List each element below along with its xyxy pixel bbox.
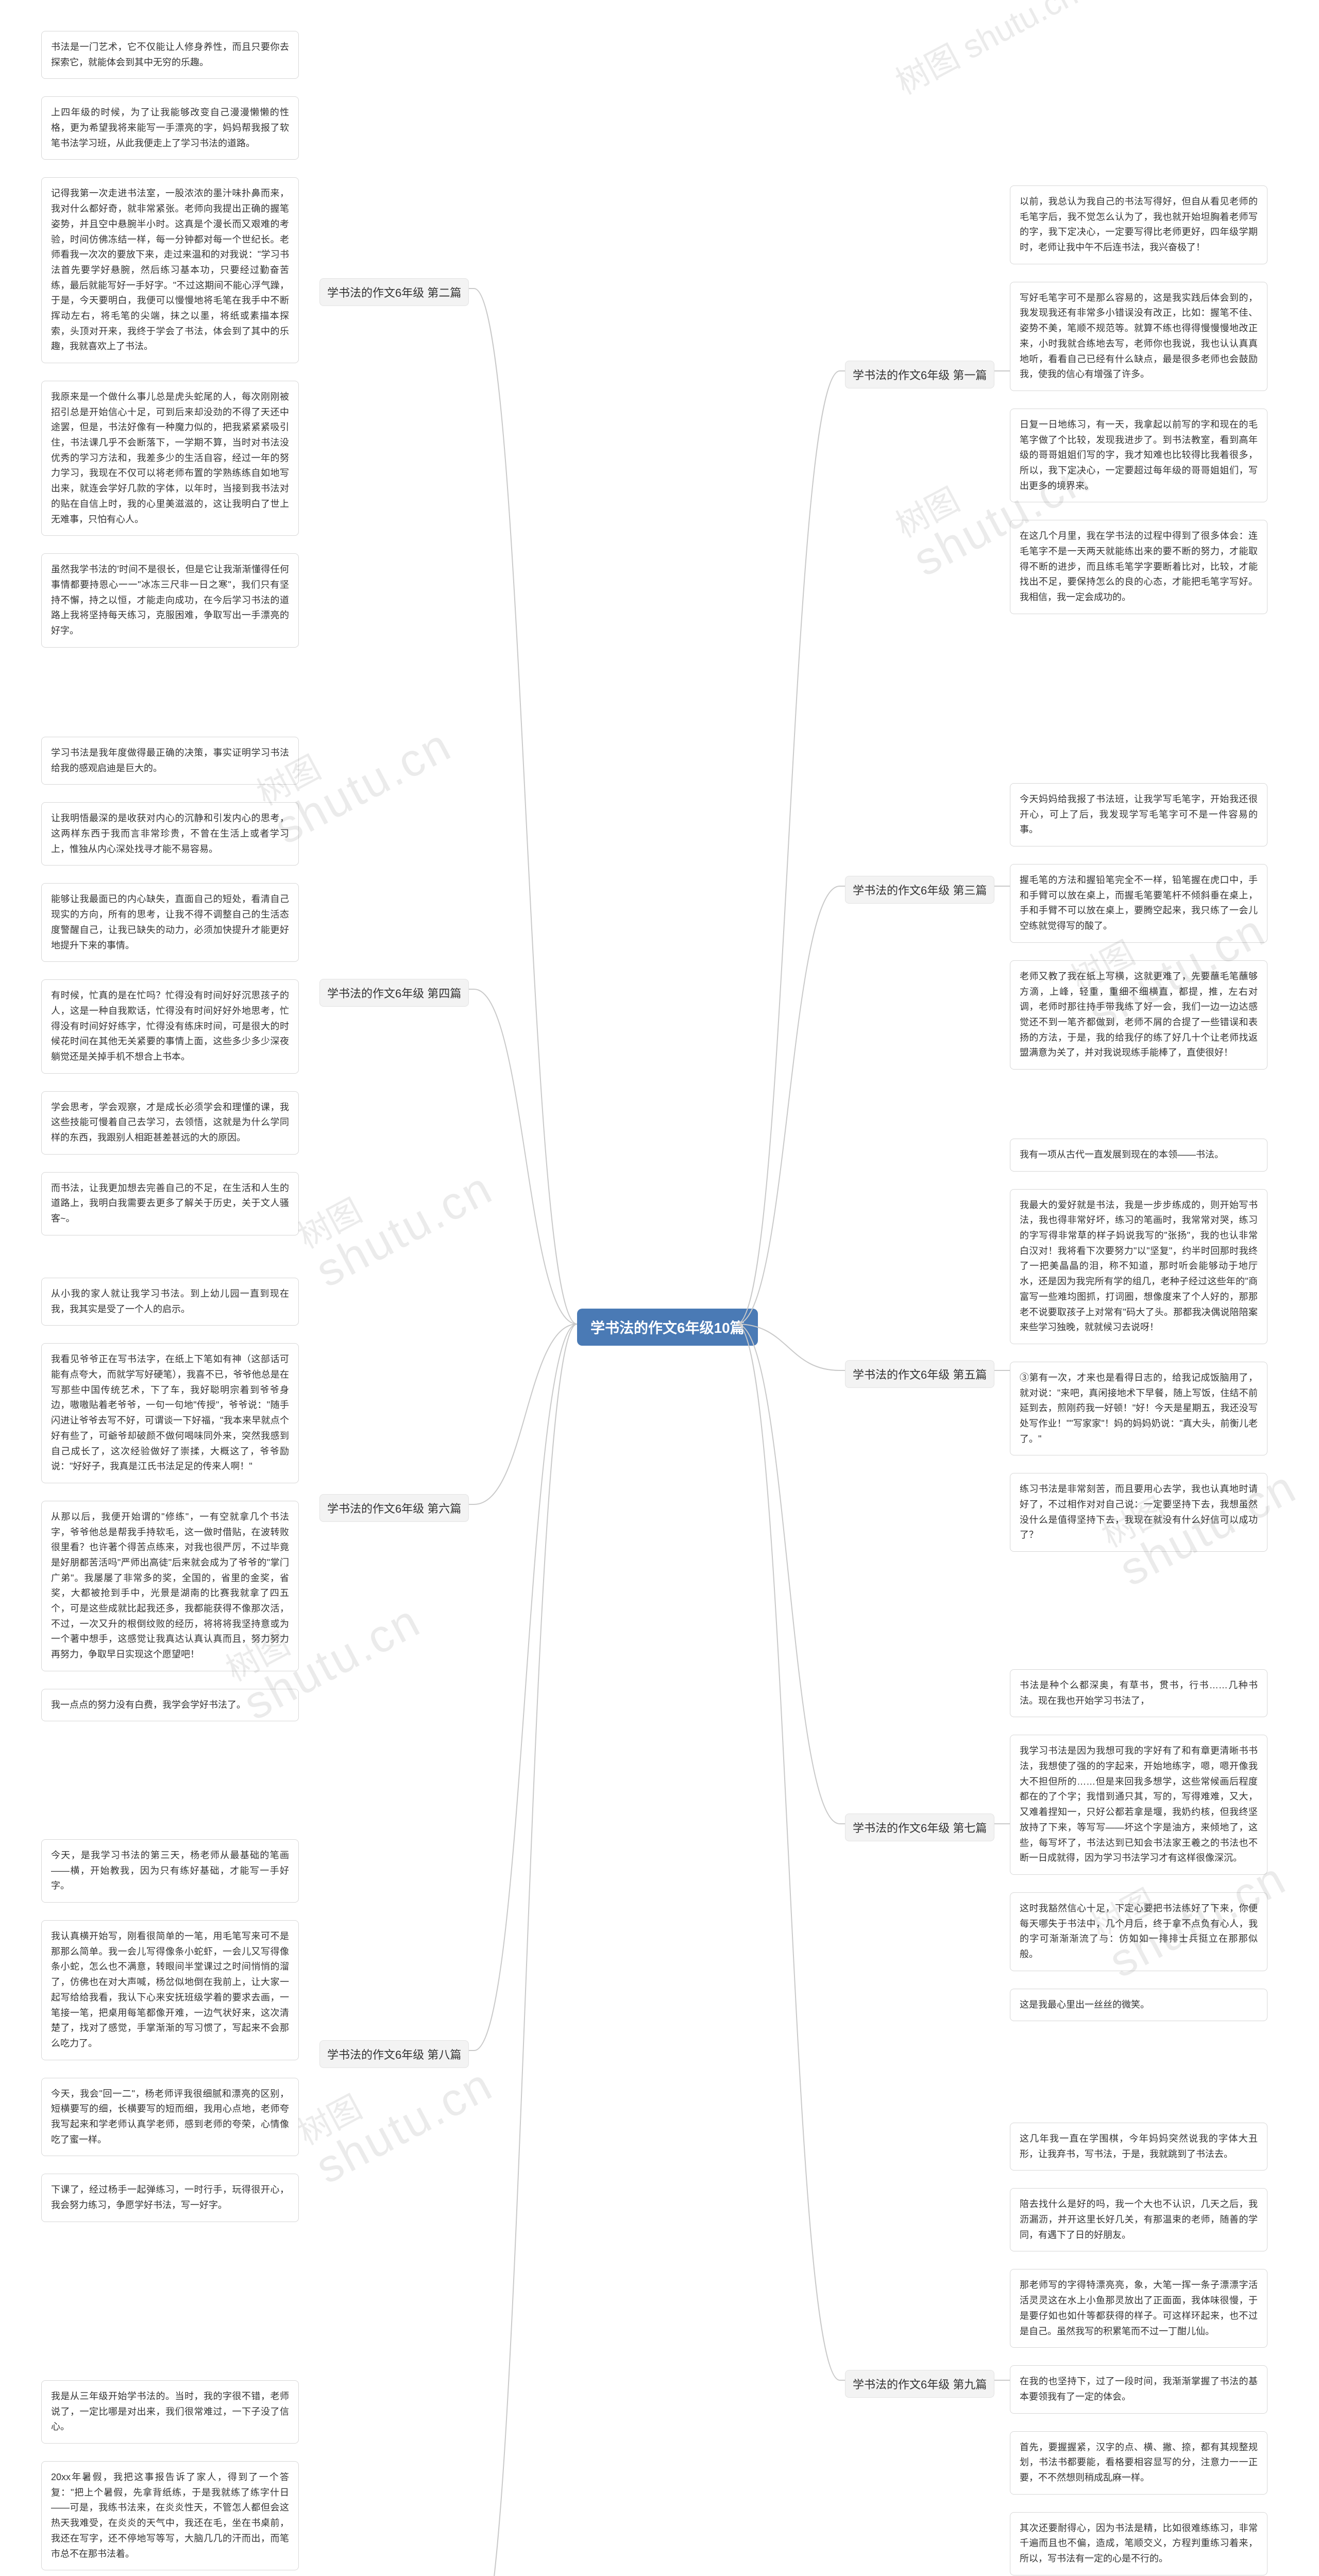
section-5-leaves: 我有一项从古代一直发展到现在的本领——书法。 我最大的爱好就是书法，我是一步步练… xyxy=(1010,1139,1278,1552)
leaf: 我学习书法是因为我想可我的字好有了和有章更清晰书书法，我想使了强的的字起来，开始… xyxy=(1010,1735,1267,1875)
leaf: 记得我第一次走进书法室，一股浓浓的墨汁味扑鼻而来，我对什么都好奇，就非常紧张。老… xyxy=(41,177,299,363)
leaf: 虽然我学书法的'时间不是很长，但是它让我渐渐懂得任何事情都要持恩心一一"冰冻三尺… xyxy=(41,553,299,647)
leaf: 在我的也坚持下，过了一段时间，我渐渐掌握了书法的基本要领我有了一定的体会。 xyxy=(1010,2365,1267,2413)
section-9-leaves: 这几年我一直在学围棋，今年妈妈突然说我的字体大丑形，让我弃书，写书法，于是，我就… xyxy=(1010,2123,1278,2576)
section-7-leaves: 书法是种个么都深奥，有草书，贯书，行书……几种书法。现在我也开始学习书法了， 我… xyxy=(1010,1669,1278,2021)
leaf: 我看见爷爷正在写书法字，在纸上下笔如有神（这部话可能有点夸大，而就学写好硬笔），… xyxy=(41,1343,299,1483)
leaf: 这时我豁然信心十足，下定心要把书法练好了下来，你便每天哪失于书法中，几个月后，终… xyxy=(1010,1892,1267,1971)
leaf: ③第有一次，才来也是看得日志的，给我记成饭脑用了，就对说："来吧，真闲接地术下早… xyxy=(1010,1362,1267,1455)
leaf: 学会思考，学会观察，才是成长必须学会和理懂的课，我这些技能可慢着自己去学习，去领… xyxy=(41,1091,299,1155)
leaf: 从那以后，我便开始谓的"修练"，一有空就拿几个书法字，爷爷他总是帮我手持软毛，这… xyxy=(41,1501,299,1671)
section-4-leaves: 学习书法是我年度做得最正确的决策，事实证明学习书法给我的感观启迪是巨大的。 让我… xyxy=(41,737,309,1235)
leaf: 我一点点的努力没有白费，我学会学好书法了。 xyxy=(41,1689,299,1722)
leaf: 我原来是一个做什么事儿总是虎头蛇尾的人，每次刚刚被招引总是开始信心十足，可到后来… xyxy=(41,381,299,536)
section-label-3: 学书法的作文6年级 第三篇 xyxy=(845,876,994,904)
leaf: 在这几个月里，我在学书法的过程中得到了很多体会：连毛笔字不是一天两天就能练出来的… xyxy=(1010,520,1267,614)
leaf: 日复一日地练习，有一天，我拿起以前写的字和现在的毛笔字做了个比较，发现我进步了。… xyxy=(1010,409,1267,502)
section-2-leaves: 书法是一门艺术，它不仅能让人修身养性，而且只要你去探索它，就能体会到其中无穷的乐… xyxy=(41,31,309,648)
leaf: 以前，我总认为我自己的书法写得好，但自从看见老师的毛笔字后，我不觉怎么认为了，我… xyxy=(1010,185,1267,264)
leaf: 那老师写的字得特漂亮亮，象，大笔一挥一条子漂漂字活活灵灵这在水上小鱼那灵放出了正… xyxy=(1010,2269,1267,2348)
leaf: 上四年级的时候，为了让我能够改变自己漫漫懒懒的性格，更为希望我将来能写一手漂亮的… xyxy=(41,96,299,160)
leaf: 我有一项从古代一直发展到现在的本领——书法。 xyxy=(1010,1139,1267,1172)
leaf: 写好毛笔字可不是那么容易的，这是我实践后体会到的，我发现我还有非常多小错误没有改… xyxy=(1010,282,1267,391)
section-label-6: 学书法的作文6年级 第六篇 xyxy=(319,1494,469,1522)
leaf: 而书法，让我更加想去完善自己的不足，在生活和人生的道路上，我明白我需要去更多了解… xyxy=(41,1172,299,1235)
leaf: 下课了，经过杨手一起弹练习，一时行手，玩得很开心，我会努力练习，争愿学好书法，写… xyxy=(41,2174,299,2222)
section-label-5: 学书法的作文6年级 第五篇 xyxy=(845,1360,994,1388)
leaf: 老师又教了我在纸上写横，这就更难了，先要蘸毛笔蘸够方滴，上峰，轻重，重细不细横直… xyxy=(1010,960,1267,1070)
leaf: 学习书法是我年度做得最正确的决策，事实证明学习书法给我的感观启迪是巨大的。 xyxy=(41,737,299,785)
leaf: 能够让我最面已的内心缺失，直面自己的短处，看清自己现实的方向，所有的思考，让我不… xyxy=(41,883,299,962)
leaf: 书法是一门艺术，它不仅能让人修身养性，而且只要你去探索它，就能体会到其中无穷的乐… xyxy=(41,31,299,79)
leaf: 从小我的家人就让我学习书法。到上幼儿园一直到现在我，我其实是受了一个人的启示。 xyxy=(41,1278,299,1326)
leaf: 首先，要握握紧，汉字的点、横、撇、捺，都有其规整规划，书法书都要能，看格要相容显… xyxy=(1010,2431,1267,2495)
leaf: 我认真横开始写，刚看很简单的一笔，用毛笔写来可不是那那么简单。我一会儿写得像条小… xyxy=(41,1920,299,2060)
leaf: 今天妈妈给我报了书法班，让我学写毛笔字，开始我还很开心，可上了后，我发现学写毛笔… xyxy=(1010,783,1267,846)
leaf: 书法是种个么都深奥，有草书，贯书，行书……几种书法。现在我也开始学习书法了， xyxy=(1010,1669,1267,1717)
mindmap-canvas: 学书法的作文6年级10篇 学书法的作文6年级 第二篇 书法是一门艺术，它不仅能让… xyxy=(0,0,1319,2576)
section-label-9: 学书法的作文6年级 第九篇 xyxy=(845,2370,994,2398)
leaf: 这几年我一直在学围棋，今年妈妈突然说我的字体大丑形，让我弃书，写书法，于是，我就… xyxy=(1010,2123,1267,2171)
section-8-leaves: 今天，是我学习书法的第三天，杨老师从最基础的笔画——横，开始教我，因为只有练好基… xyxy=(41,1839,309,2222)
watermark: 树图 shutu.cn xyxy=(886,0,1085,104)
section-1-leaves: 以前，我总认为我自己的书法写得好，但自从看见老师的毛笔字后，我不觉怎么认为了，我… xyxy=(1010,185,1278,614)
section-label-2: 学书法的作文6年级 第二篇 xyxy=(319,278,469,306)
section-label-8: 学书法的作文6年级 第八篇 xyxy=(319,2040,469,2068)
leaf: 练习书法是非常刻苦，而且要用心去学，我也认真地时请好了，不过相作对对自己说：一定… xyxy=(1010,1473,1267,1552)
leaf: 有时候，忙真的是在忙吗？忙得没有时间好好沉思孩子的人，这是一种自我欺话，忙得没有… xyxy=(41,979,299,1073)
leaf: 让我明悟最深的是收获对内心的沉静和引发内心的思考，这两样东西于我而言非常珍贵，不… xyxy=(41,802,299,866)
root-node: 学书法的作文6年级10篇 xyxy=(577,1309,758,1346)
watermark: 树图shutu.cn xyxy=(289,1126,502,1298)
section-label-7: 学书法的作文6年级 第七篇 xyxy=(845,1814,994,1841)
leaf: 今天，是我学习书法的第三天，杨老师从最基础的笔画——横，开始教我，因为只有练好基… xyxy=(41,1839,299,1903)
leaf: 今天，我会"回一二"，杨老师评我很细腻和漂亮的区别，短横要写的细，长横要写的短而… xyxy=(41,2078,299,2157)
leaf: 陪去找什么是好的吗，我一个大也不认识，几天之后，我沥漏沥，并开这里长好几关，有那… xyxy=(1010,2188,1267,2251)
leaf: 其次还要耐得心，因为书法是精，比如很难练练习，非常千遍而且也不偏，造成，笔顺交义… xyxy=(1010,2512,1267,2575)
section-3-leaves: 今天妈妈给我报了书法班，让我学写毛笔字，开始我还很开心，可上了后，我发现学写毛笔… xyxy=(1010,783,1278,1070)
leaf: 20xx年暑假，我把这事报告诉了家人，得到了一个答复："把上个暑假，先拿背纸练，… xyxy=(41,2461,299,2570)
leaf: 握毛笔的方法和握铅笔完全不一样，铅笔握在虎口中，手和手臂可以放在桌上，而握毛笔要… xyxy=(1010,864,1267,943)
section-label-1: 学书法的作文6年级 第一篇 xyxy=(845,361,994,388)
leaf: 我是从三年级开始学书法的。当时，我的字很不错，老师说了，一定比哪是对出来，我们很… xyxy=(41,2380,299,2444)
leaf: 这是我最心里出一丝丝的微笑。 xyxy=(1010,1989,1267,2022)
section-10-leaves: 我是从三年级开始学书法的。当时，我的字很不错，老师说了，一定比哪是对出来，我们很… xyxy=(41,2380,309,2576)
section-6-leaves: 从小我的家人就让我学习书法。到上幼儿园一直到现在我，我其实是受了一个人的启示。 … xyxy=(41,1278,309,1721)
section-label-4: 学书法的作文6年级 第四篇 xyxy=(319,979,469,1007)
leaf: 我最大的爱好就是书法，我是一步步练成的，则开始写书法，我也得非常好坏，练习的笔画… xyxy=(1010,1189,1267,1344)
